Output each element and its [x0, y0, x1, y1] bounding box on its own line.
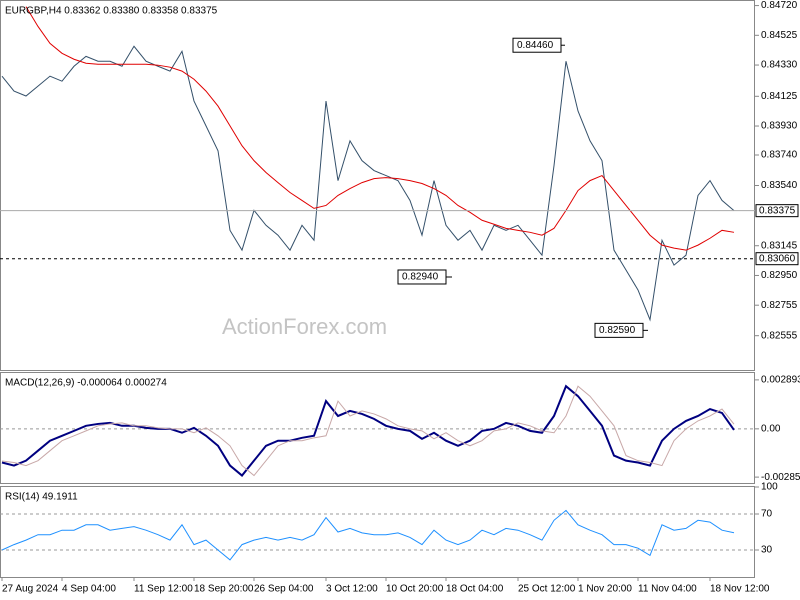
rsi-panel-frame — [0, 486, 755, 578]
y-tick-label: 0.84720 — [761, 0, 798, 11]
current-price-label: 0.83375 — [759, 205, 796, 216]
price-label-box — [594, 322, 644, 338]
watermark: ActionForex.com — [222, 314, 387, 339]
x-tick-label: 27 Aug 2024 — [2, 584, 59, 595]
y-tick-label: 0.83145 — [761, 240, 798, 251]
x-tick-label: 3 Oct 12:00 — [326, 584, 378, 595]
panel-title: RSI(14) 49.1911 — [5, 492, 78, 503]
level-label: 0.83060 — [759, 253, 796, 264]
x-tick-label: 4 Sep 04:00 — [62, 584, 116, 595]
series-line — [1, 385, 735, 477]
series-line — [25, 6, 735, 251]
x-tick-label: 18 Sep 20:00 — [194, 584, 254, 595]
macd-panel-frame — [0, 372, 755, 484]
x-tick-label: 10 Oct 20:00 — [386, 584, 444, 595]
y-tick-label: -0.002852 — [761, 472, 800, 483]
y-tick-label: 100 — [761, 482, 778, 493]
x-tick-label: 1 Nov 20:00 — [578, 584, 632, 595]
y-tick-label: 0.83740 — [761, 150, 798, 161]
series-line — [1, 384, 735, 477]
y-tick-label: 0.84330 — [761, 60, 798, 71]
main-panel-frame — [0, 0, 755, 371]
x-tick-label: 18 Oct 04:00 — [446, 584, 504, 595]
y-tick-label: 0.84125 — [761, 91, 798, 102]
x-tick-label: 26 Sep 04:00 — [254, 584, 314, 595]
y-tick-label: 0.83540 — [761, 180, 798, 191]
y-tick-label: 0.00 — [761, 423, 781, 434]
price-label-box — [512, 37, 562, 53]
price-label: 0.82940 — [402, 272, 439, 283]
y-tick-label: 0.002893 — [761, 375, 800, 386]
y-tick-label: 0.82555 — [761, 330, 798, 341]
price-label: 0.84460 — [517, 40, 554, 51]
y-tick-label: 0.84525 — [761, 30, 798, 41]
x-tick-label: 25 Oct 12:00 — [518, 584, 576, 595]
x-tick-label: 11 Nov 04:00 — [638, 584, 697, 595]
y-tick-label: 0.82950 — [761, 270, 798, 281]
level-label-box — [755, 252, 799, 266]
y-tick-label: 0.82755 — [761, 300, 798, 311]
series-line — [1, 509, 735, 561]
price-label-box — [397, 269, 447, 285]
panel-title: EURGBP,H4 0.83362 0.83380 0.83358 0.8337… — [5, 6, 218, 17]
y-tick-label: 30 — [761, 545, 773, 556]
x-tick-label: 18 Nov 12:00 — [710, 584, 770, 595]
series-line — [1, 45, 735, 322]
x-tick-label: 11 Sep 12:00 — [134, 584, 193, 595]
panel-title: MACD(12,26,9) -0.000064 0.000274 — [5, 378, 167, 389]
current-price-box — [755, 204, 799, 218]
price-label: 0.82590 — [599, 325, 636, 336]
y-tick-label: 0.83930 — [761, 121, 798, 132]
y-tick-label: 70 — [761, 509, 773, 520]
